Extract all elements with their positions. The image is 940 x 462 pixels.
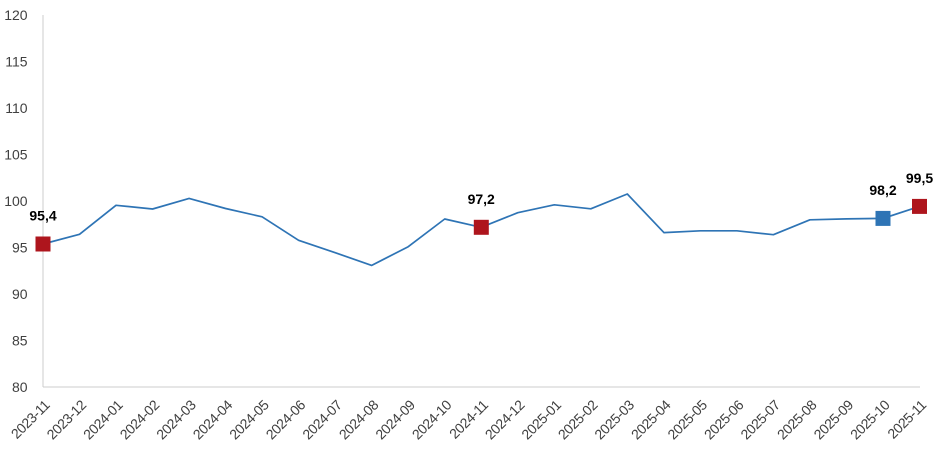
- svg-text:110: 110: [5, 100, 28, 116]
- svg-text:95,4: 95,4: [29, 208, 56, 224]
- svg-text:85: 85: [12, 333, 28, 349]
- svg-text:98,2: 98,2: [869, 182, 896, 198]
- svg-text:99,5: 99,5: [906, 170, 933, 186]
- svg-text:105: 105: [4, 147, 28, 163]
- svg-text:80: 80: [12, 379, 28, 395]
- svg-text:90: 90: [12, 286, 28, 302]
- svg-text:95: 95: [12, 240, 28, 256]
- svg-text:100: 100: [4, 193, 28, 209]
- svg-text:120: 120: [4, 7, 28, 23]
- svg-text:97,2: 97,2: [468, 191, 495, 207]
- svg-text:115: 115: [5, 54, 28, 70]
